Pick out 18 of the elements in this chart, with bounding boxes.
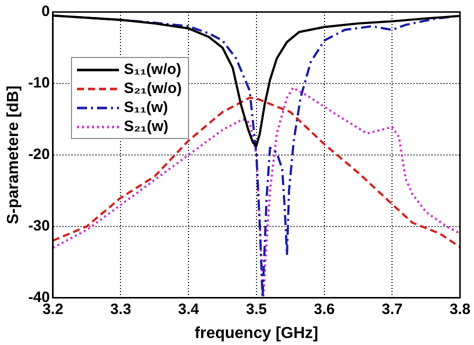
- legend-label: S₁₁(w/o): [124, 61, 182, 78]
- y-tick-label: -30: [28, 217, 50, 234]
- x-axis-title: frequency [GHz]: [194, 324, 318, 342]
- y-tick-label: 0: [42, 3, 50, 20]
- x-tick-label: 3.5: [246, 300, 267, 318]
- y-tick-label: -20: [28, 146, 50, 164]
- legend-label: S₂₁(w/o): [124, 80, 182, 97]
- y-tick-label: -10: [28, 74, 50, 92]
- x-tick-label: 3.7: [382, 300, 403, 318]
- x-tick-label: 3.2: [42, 300, 64, 318]
- x-tick-label: 3.3: [110, 300, 132, 318]
- legend-label: S₁₁(w): [124, 99, 168, 116]
- x-tick-label: 3.8: [450, 300, 470, 318]
- x-tick-label: 3.4: [178, 300, 200, 318]
- line-series: [52, 96, 460, 248]
- legend-label: S₂₁(w): [124, 118, 168, 135]
- y-axis-title: S-parametere [dB]: [5, 86, 22, 224]
- x-tick-label: 3.6: [314, 300, 335, 318]
